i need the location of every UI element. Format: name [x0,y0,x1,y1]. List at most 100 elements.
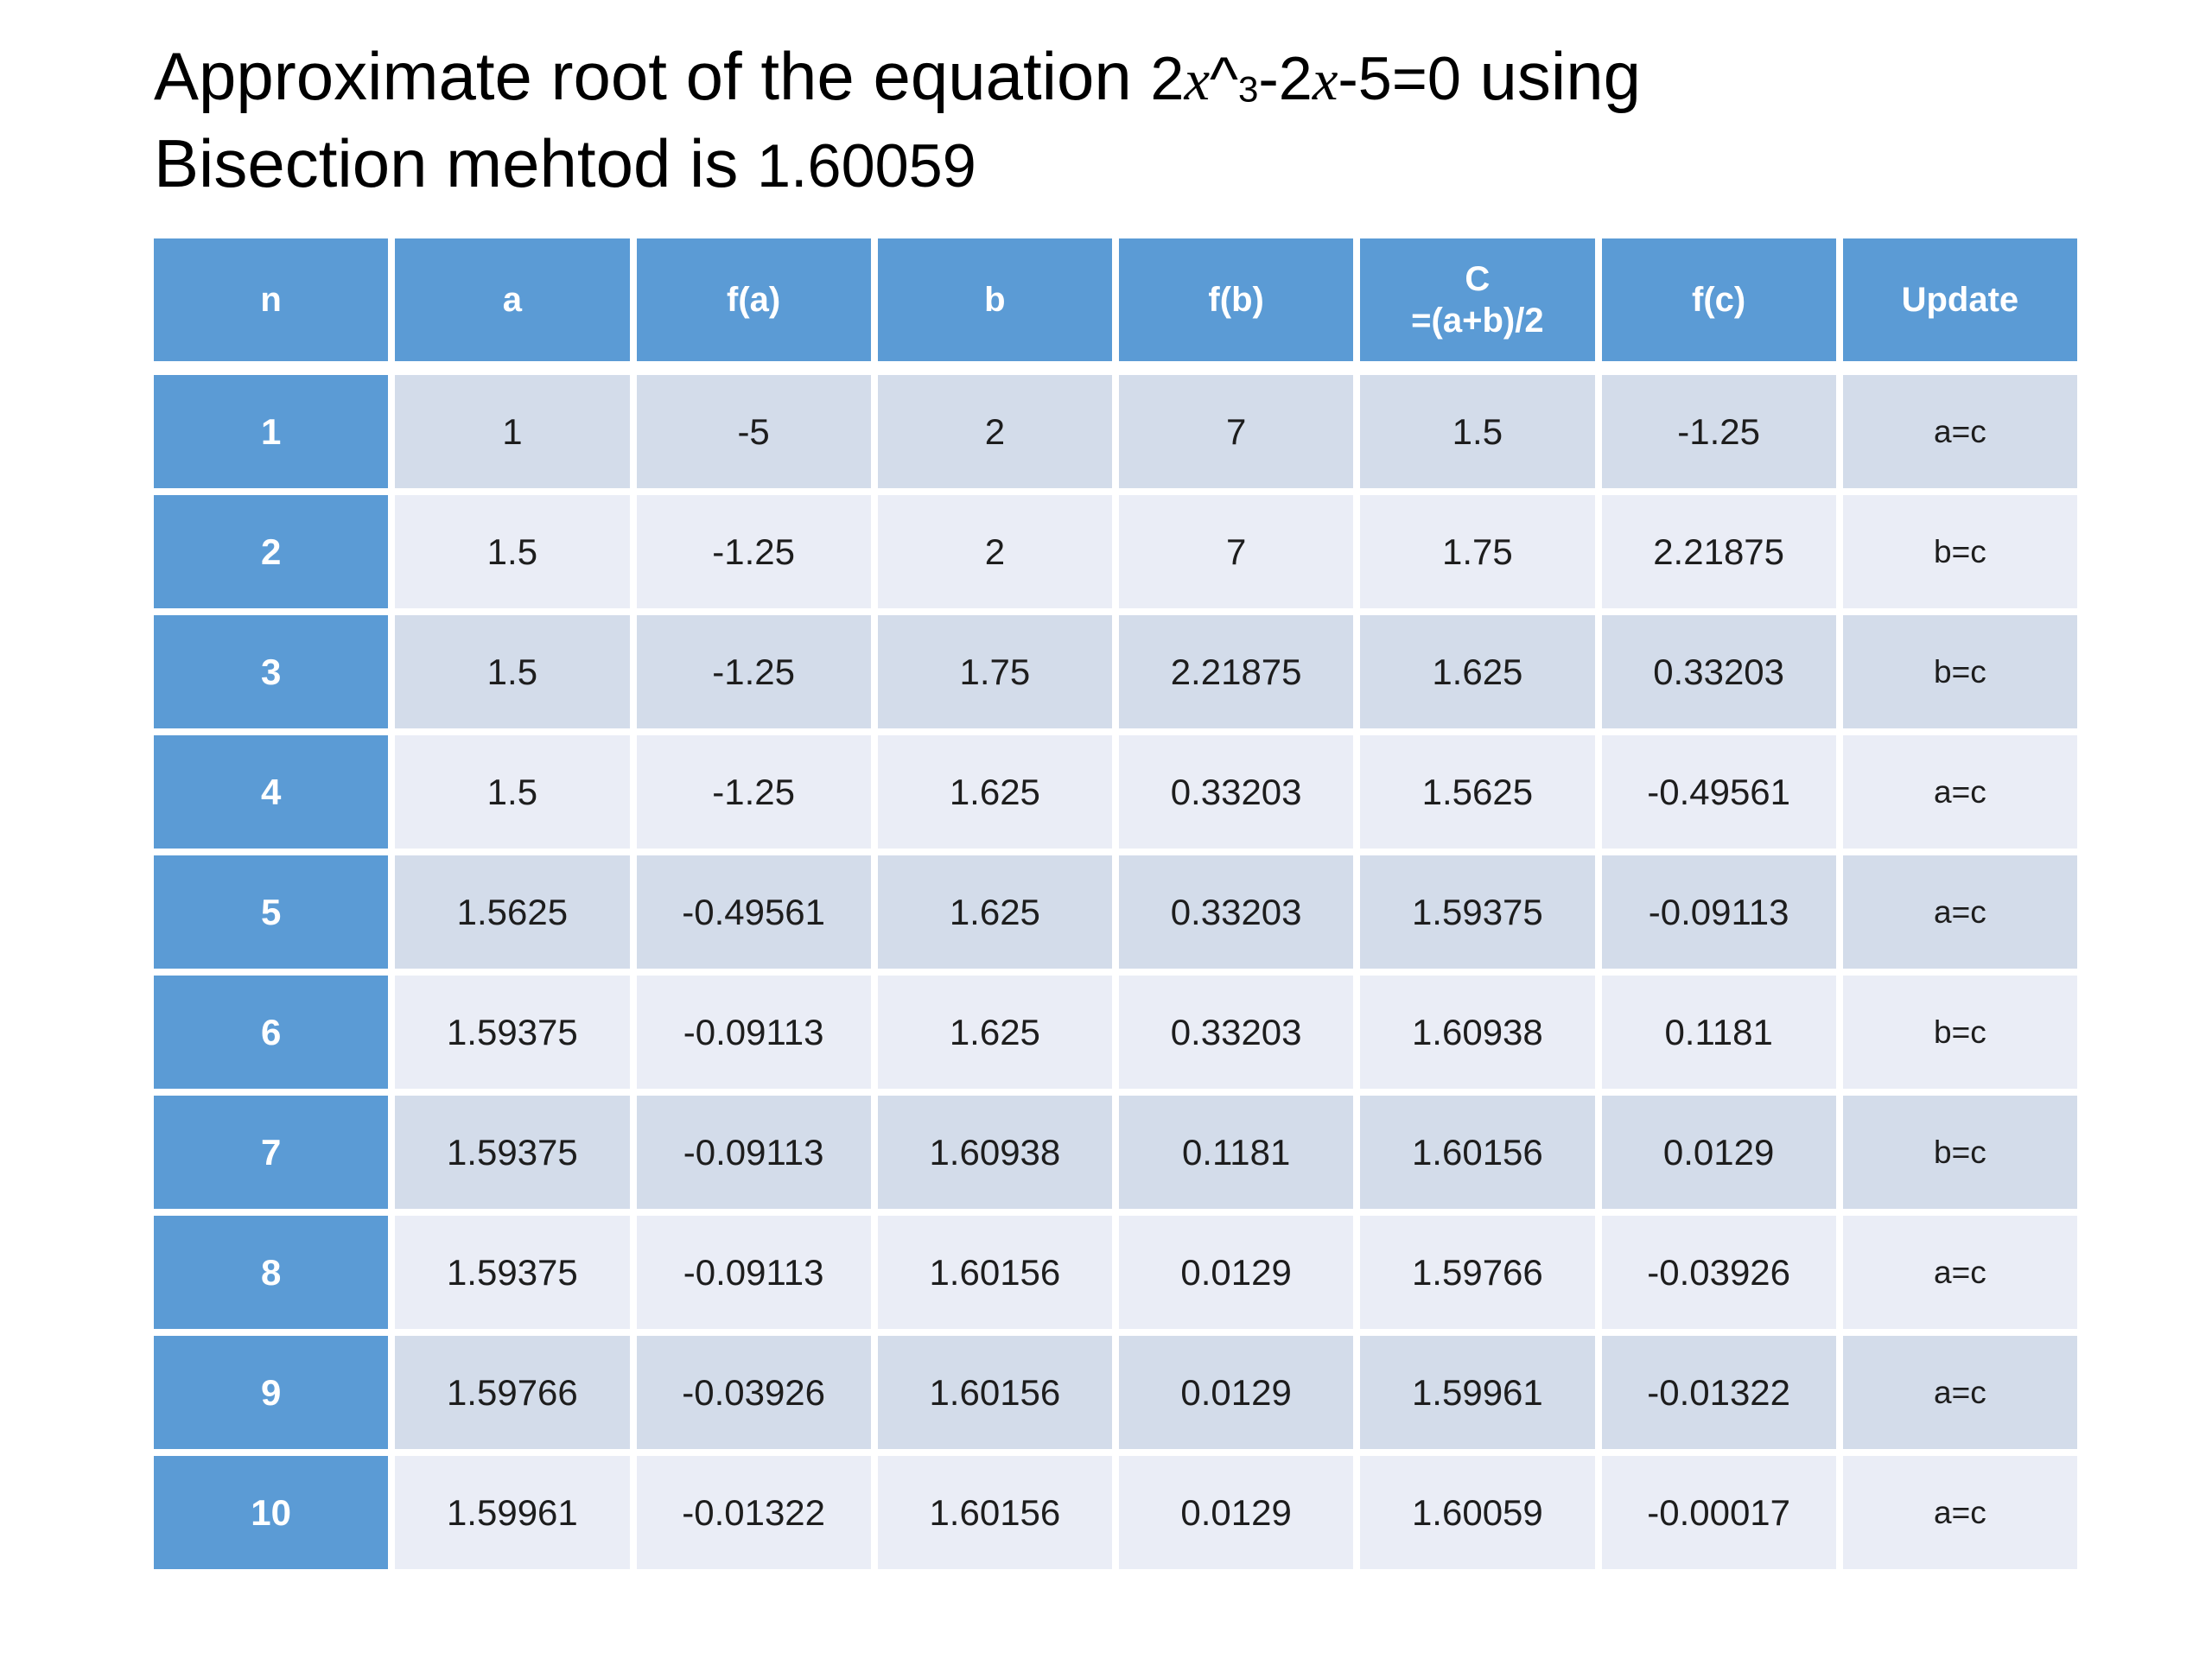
update-cell: a=c [1842,735,2077,849]
update-cell: a=c [1842,1216,2077,1329]
value-cell: 0.0129 [1119,1216,1354,1329]
table-row: 2 1.5 -1.25 2 7 1.75 2.21875 b=c [154,495,2077,608]
header-cell-b: b [877,238,1112,368]
value-cell: 2 [877,375,1112,488]
table-row: 8 1.59375 -0.09113 1.60156 0.0129 1.59766 -0.0… [154,1216,2077,1329]
header-cell-c: C =(a+b)/2 [1360,238,1595,368]
value-cell: 1.59961 [1360,1336,1595,1449]
value-cell: 0.33203 [1119,976,1354,1089]
value-cell: 1.60059 [1360,1456,1595,1569]
root-value: 1.60059 [757,131,976,200]
value-cell: -1.25 [636,495,871,608]
equation: 2x^3-2x-5=0 [1150,44,1460,112]
equation-middle-term: -2 [1258,44,1313,112]
table-row: 3 1.5 -1.25 1.75 2.21875 1.625 0.33203 b=c [154,615,2077,728]
value-cell: 1.59375 [395,1216,630,1329]
value-cell: 1 [395,375,630,488]
update-cell: a=c [1842,855,2077,969]
value-cell: 0.1181 [1119,1096,1354,1209]
value-cell: -1.25 [636,735,871,849]
header-cell-fc: f(c) [1601,238,1836,368]
value-cell: 1.59766 [1360,1216,1595,1329]
value-cell: 0.33203 [1119,735,1354,849]
table-row: 5 1.5625 -0.49561 1.625 0.33203 1.59375 -0.091… [154,855,2077,969]
equation-variable-x: x [1184,49,1211,112]
value-cell: 1.75 [1360,495,1595,608]
value-cell: 1.59766 [395,1336,630,1449]
bisection-table: n a f(a) b f(b) C =(a+b)/2 f(c) Update 1… [147,232,2084,1576]
header-cell-fb: f(b) [1119,238,1354,368]
row-number-cell: 7 [154,1096,389,1209]
equation-coefficient: 2 [1150,44,1185,112]
equation-variable-x: x [1312,49,1338,112]
value-cell: 1.5 [395,615,630,728]
value-cell: -0.09113 [636,1096,871,1209]
value-cell: 1.625 [877,735,1112,849]
row-number-cell: 8 [154,1216,389,1329]
value-cell: 1.60156 [877,1216,1112,1329]
value-cell: 1.59375 [395,976,630,1089]
title-line2-text: Bisection mehtod is [154,125,758,202]
value-cell: 1.625 [877,855,1112,969]
row-number-cell: 3 [154,615,389,728]
header-c-line1: C [1465,260,1491,298]
row-number-cell: 4 [154,735,389,849]
value-cell: 1.5625 [1360,735,1595,849]
value-cell: 2.21875 [1601,495,1836,608]
value-cell: 1.60938 [1360,976,1595,1089]
value-cell: 1.625 [877,976,1112,1089]
value-cell: 1.59961 [395,1456,630,1569]
value-cell: 1.59375 [1360,855,1595,969]
value-cell: -1.25 [1601,375,1836,488]
value-cell: 7 [1119,495,1354,608]
header-cell-fa: f(a) [636,238,871,368]
title-text-after-equation: using [1460,38,1641,114]
value-cell: -0.00017 [1601,1456,1836,1569]
header-cell-n: n [154,238,389,368]
row-number-cell: 10 [154,1456,389,1569]
value-cell: -0.49561 [1601,735,1836,849]
value-cell: 1.5 [395,495,630,608]
update-cell: a=c [1842,1336,2077,1449]
table-row: 10 1.59961 -0.01322 1.60156 0.0129 1.60059 -0.… [154,1456,2077,1569]
title-text-before-equation: Approximate root of the equation [154,38,1151,114]
row-number-cell: 2 [154,495,389,608]
value-cell: 1.625 [1360,615,1595,728]
header-cell-a: a [395,238,630,368]
table-row: 4 1.5 -1.25 1.625 0.33203 1.5625 -0.49561 a=c [154,735,2077,849]
equation-caret: ^ [1210,44,1238,112]
update-cell: b=c [1842,976,2077,1089]
update-cell: b=c [1842,495,2077,608]
equation-exponent: 3 [1237,68,1259,110]
table-header: n a f(a) b f(b) C =(a+b)/2 f(c) Update [154,238,2077,368]
header-cell-update: Update [1842,238,2077,368]
header-c-line2: =(a+b)/2 [1411,302,1544,340]
value-cell: 0.0129 [1601,1096,1836,1209]
row-number-cell: 9 [154,1336,389,1449]
value-cell: -0.03926 [636,1336,871,1449]
value-cell: 1.75 [877,615,1112,728]
update-cell: a=c [1842,375,2077,488]
value-cell: 0.1181 [1601,976,1836,1089]
value-cell: 1.59375 [395,1096,630,1209]
value-cell: -1.25 [636,615,871,728]
value-cell: 2.21875 [1119,615,1354,728]
row-number-cell: 6 [154,976,389,1089]
row-number-cell: 1 [154,375,389,488]
table-row: 9 1.59766 -0.03926 1.60156 0.0129 1.59961 -0.0… [154,1336,2077,1449]
value-cell: 1.60156 [877,1336,1112,1449]
update-cell: b=c [1842,1096,2077,1209]
value-cell: 0.33203 [1601,615,1836,728]
table-row: 6 1.59375 -0.09113 1.625 0.33203 1.60938 0.118… [154,976,2077,1089]
header-row: n a f(a) b f(b) C =(a+b)/2 f(c) Update [154,238,2077,368]
value-cell: 1.60156 [877,1456,1112,1569]
value-cell: 2 [877,495,1112,608]
value-cell: 0.0129 [1119,1456,1354,1569]
value-cell: 1.5 [395,735,630,849]
value-cell: -0.09113 [1601,855,1836,969]
value-cell: 7 [1119,375,1354,488]
table-row: 7 1.59375 -0.09113 1.60938 0.1181 1.60156 0.01… [154,1096,2077,1209]
value-cell: 1.60938 [877,1096,1112,1209]
value-cell: -0.03926 [1601,1216,1836,1329]
